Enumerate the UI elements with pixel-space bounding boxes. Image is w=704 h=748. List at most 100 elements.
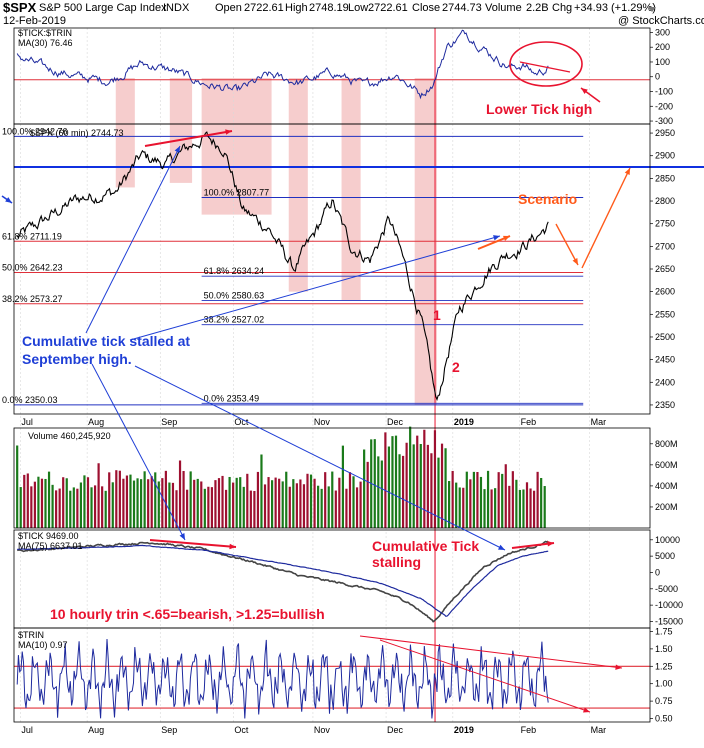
left-edge-blue-arrow-head — [5, 197, 12, 203]
top-tick-label-0: 300 — [655, 27, 670, 37]
scenario-up-arrow-head — [624, 168, 630, 175]
volume-tick-label-2: 400M — [655, 481, 678, 491]
fib-left-label-3: 38.2% 2573.27 — [2, 294, 63, 304]
series-lines — [16, 29, 549, 719]
month-label-0-3: Oct — [234, 417, 249, 427]
volume-tick-label-1: 600M — [655, 460, 678, 470]
price-tick-label-6: 2650 — [655, 264, 675, 274]
lower-tick-high-label: Lower Tick high — [486, 101, 592, 117]
annotations — [1, 41, 631, 713]
lower-tick-high-line — [519, 61, 571, 73]
tick-tick-label-0: 10000 — [655, 535, 680, 545]
month-label-1-8: Mar — [591, 725, 607, 735]
top-tick-label-6: -300 — [655, 116, 673, 126]
blue-arrow-to-tick-feb — [134, 365, 506, 551]
tick-tick-label-3: -5000 — [655, 584, 678, 594]
shade-region-4 — [288, 78, 308, 292]
volume-legend: Volume 460,245,920 — [28, 431, 111, 441]
price-line — [16, 131, 549, 402]
low-label: Low — [348, 2, 368, 14]
blue-arrow-to-tick-feb-head — [498, 544, 505, 550]
price-high-arrow-head — [225, 129, 232, 135]
volume-value: 2.2B — [526, 2, 549, 14]
cum-tick-stalling-line1: Cumulative Tick — [372, 538, 479, 554]
month-label-0-6: 2019 — [454, 417, 474, 427]
fib-right-label-3: 38.2% 2527.02 — [204, 315, 265, 325]
chg-value: +34.93 (+1.29%) — [574, 2, 656, 14]
exchange: INDX — [163, 2, 190, 14]
month-label-1-3: Oct — [234, 725, 249, 735]
trin-upper-line — [359, 635, 623, 669]
trin-lower-line — [379, 639, 591, 713]
scenario-down-arrow-head — [572, 258, 578, 265]
price-tick-label-9: 2500 — [655, 332, 675, 342]
shade-region-2 — [169, 78, 193, 183]
close-value: 2744.73 — [442, 2, 482, 14]
chg-label: Chg — [552, 2, 572, 14]
panel-frame-vol — [13, 427, 651, 529]
low-value: 2722.61 — [368, 2, 408, 14]
month-label-0-2: Sep — [161, 417, 177, 427]
top-tick-label-4: -100 — [655, 87, 673, 97]
cum-tick-stalling-line2: stalling — [372, 554, 421, 570]
month-label-1-4: Nov — [314, 725, 331, 735]
symbol: $SPX — [3, 0, 37, 15]
price-tick-label-10: 2450 — [655, 355, 675, 365]
open-label: Open — [215, 2, 242, 14]
wave-1-label: 1 — [433, 307, 441, 323]
blue-arrow-to-feb-price-head — [493, 235, 500, 241]
volume-tick-label-3: 200M — [655, 502, 678, 512]
chevron-down-icon[interactable] — [648, 7, 656, 12]
cum-tick-stalled-line1: Cumulative tick stalled at — [22, 333, 190, 349]
wave-2-label: 2 — [452, 359, 460, 375]
price-legend: $SPX (60 min) 2744.73 — [30, 128, 124, 138]
tick-tick-label-1: 5000 — [655, 551, 675, 561]
price-tick-label-0: 2950 — [655, 128, 675, 138]
fib-left-label-1: 61.8% 2711.19 — [2, 231, 62, 241]
month-label-0-7: Feb — [521, 417, 537, 427]
watermark: @ StockCharts.com — [618, 15, 704, 27]
tick-tick-label-4: -10000 — [655, 600, 683, 610]
cum-tick-stalled-line2: September high. — [22, 351, 132, 367]
trin-upper-line-head — [615, 664, 622, 670]
top-legend-symbol: $TICK:$TRIN — [18, 28, 72, 38]
trin-ma-line — [16, 638, 549, 719]
panel-frame-trin — [13, 627, 651, 723]
price-tick-label-4: 2750 — [655, 219, 675, 229]
scenario-label: Scenario — [518, 191, 577, 207]
blue-arrow-to-feb-price — [129, 235, 501, 341]
fib-right-label-2: 50.0% 2580.63 — [204, 290, 265, 300]
chart-date: 12-Feb-2019 — [3, 15, 66, 27]
index-name: S&P 500 Large Cap Index — [39, 2, 167, 14]
open-value: 2722.61 — [244, 2, 284, 14]
scenario-up-arrow — [581, 167, 631, 269]
tick-legend-symbol: $TICK 9469.00 — [18, 531, 79, 541]
trin-tick-label-2: 1.25 — [655, 661, 673, 671]
high-label: High — [285, 2, 308, 14]
rally-arrow-head — [503, 235, 510, 241]
top-tick-label-2: 100 — [655, 57, 670, 67]
tick-tick-label-5: -15000 — [655, 616, 683, 626]
trin-legend-ma: MA(10) 0.97 — [18, 640, 68, 650]
fib-right-label-0: 100.0% 2807.77 — [204, 188, 270, 198]
tick-legend-ma: MA(75) 6637.01 — [18, 541, 83, 551]
fib-left-label-2: 50.0% 2642.23 — [2, 263, 63, 273]
shade-region-1 — [115, 78, 135, 188]
price-tick-label-3: 2800 — [655, 196, 675, 206]
tick-trin-ma-line — [16, 29, 549, 100]
fib-right-label-4: 0.0% 2353.49 — [204, 393, 260, 403]
blue-arrow-to-sep-high-head — [174, 146, 180, 153]
gridlines — [20, 28, 590, 722]
volume-label: Volume — [485, 2, 522, 14]
month-label-1-1: Aug — [88, 725, 104, 735]
fib-right-label-1: 61.8% 2634.24 — [204, 266, 265, 276]
tick-feb-arrow — [511, 542, 555, 549]
trin-tick-label-4: 0.75 — [655, 696, 673, 706]
shaded-regions — [115, 78, 437, 405]
top-tick-label-3: 0 — [655, 72, 660, 82]
tick-feb-arrow-head — [547, 541, 554, 547]
trin-tick-label-1: 1.50 — [655, 644, 673, 654]
volume-tick-label-0: 800M — [655, 439, 678, 449]
